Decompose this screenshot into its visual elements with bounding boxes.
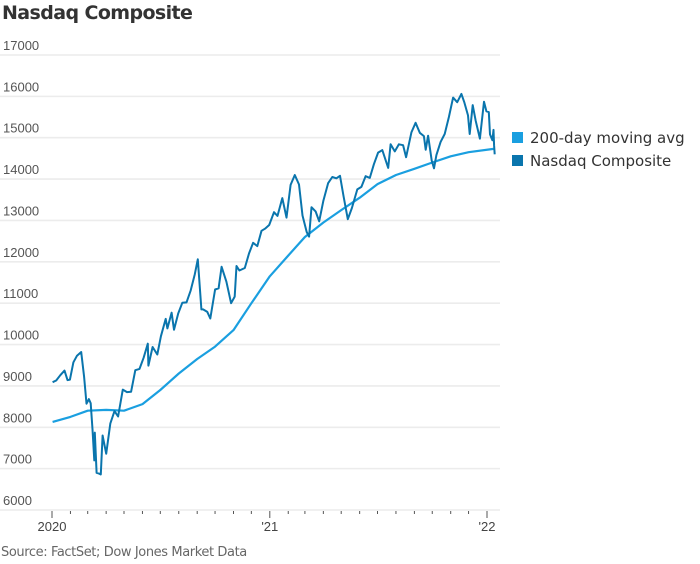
legend-swatch-moving-avg (512, 132, 523, 143)
y-tick-label: 6000 (3, 493, 32, 508)
y-tick-label: 15000 (3, 121, 39, 136)
series-line-moving-avg (52, 147, 494, 423)
y-tick-label: 14000 (3, 162, 39, 177)
x-tick-label: 2020 (38, 519, 67, 534)
source-note: Source: FactSet; Dow Jones Market Data (1, 545, 247, 560)
x-tick-label: '22 (479, 519, 496, 534)
y-axis-labels: 6000 7000 8000 9000 10000 11000 12000 13000 1400… (3, 38, 39, 508)
y-tick-label: 13000 (3, 203, 39, 218)
y-tick-label: 17000 (3, 38, 39, 53)
y-tick-label: 10000 (3, 328, 39, 343)
y-tick-label: 8000 (3, 410, 32, 425)
x-tick-label: '21 (261, 519, 278, 534)
y-tick-label: 9000 (3, 369, 32, 384)
series-lines (52, 92, 496, 476)
x-axis: 2020 '21 '22 (38, 511, 496, 534)
y-tick-label: 11000 (3, 286, 38, 301)
legend-label-nasdaq: Nasdaq Composite (530, 152, 671, 170)
series-line-nasdaq (52, 92, 496, 476)
y-tick-label: 12000 (3, 245, 39, 260)
y-tick-label: 16000 (3, 79, 39, 94)
y-tick-label: 7000 (3, 452, 32, 467)
gridlines (0, 54, 500, 511)
legend-swatch-nasdaq (512, 155, 523, 166)
legend-label-moving-avg: 200-day moving avg (530, 129, 685, 147)
legend: 200-day moving avg Nasdaq Composite (512, 129, 685, 170)
chart-title: Nasdaq Composite (2, 2, 193, 24)
